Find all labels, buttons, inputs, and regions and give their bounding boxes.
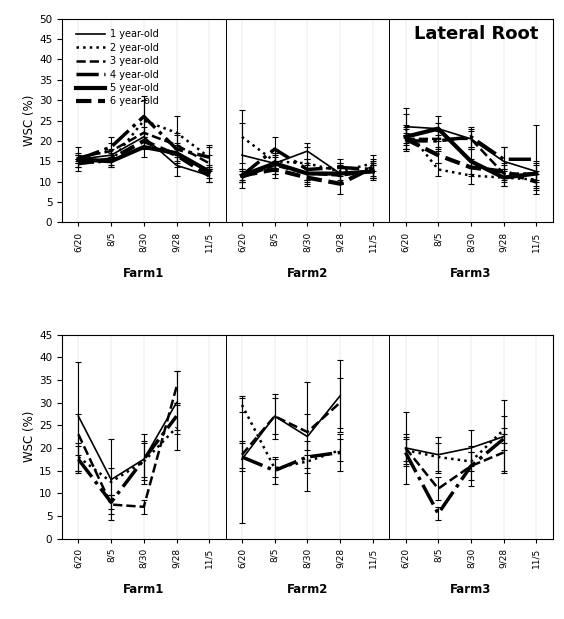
- Text: Lateral Root: Lateral Root: [413, 25, 538, 43]
- Text: Farm1: Farm1: [123, 267, 165, 280]
- Y-axis label: WSC (%): WSC (%): [23, 95, 36, 146]
- Text: Farm2: Farm2: [287, 583, 328, 596]
- Legend: 1 year-old, 2 year-old, 3 year-old, 4 year-old, 5 year-old, 6 year-old: 1 year-old, 2 year-old, 3 year-old, 4 ye…: [72, 25, 162, 110]
- Y-axis label: WSC (%): WSC (%): [23, 411, 36, 462]
- Text: Farm1: Farm1: [123, 583, 165, 596]
- Text: Farm3: Farm3: [450, 583, 492, 596]
- Text: Farm3: Farm3: [450, 267, 492, 280]
- Text: Farm2: Farm2: [287, 267, 328, 280]
